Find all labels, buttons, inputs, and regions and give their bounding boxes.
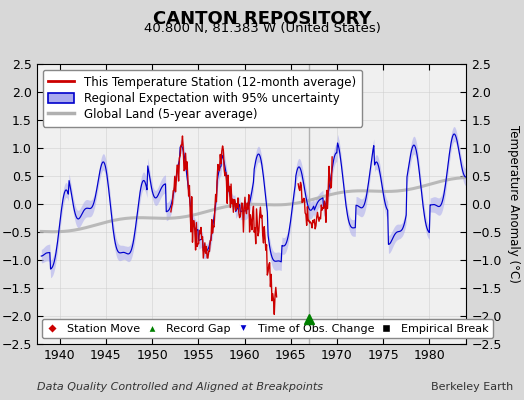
- Text: Berkeley Earth: Berkeley Earth: [431, 382, 514, 392]
- Text: Data Quality Controlled and Aligned at Breakpoints: Data Quality Controlled and Aligned at B…: [37, 382, 323, 392]
- Y-axis label: Temperature Anomaly (°C): Temperature Anomaly (°C): [507, 125, 520, 283]
- Legend: Station Move, Record Gap, Time of Obs. Change, Empirical Break: Station Move, Record Gap, Time of Obs. C…: [42, 319, 493, 338]
- Text: CANTON REPOSITORY: CANTON REPOSITORY: [153, 10, 371, 28]
- Text: 40.800 N, 81.383 W (United States): 40.800 N, 81.383 W (United States): [144, 22, 380, 35]
